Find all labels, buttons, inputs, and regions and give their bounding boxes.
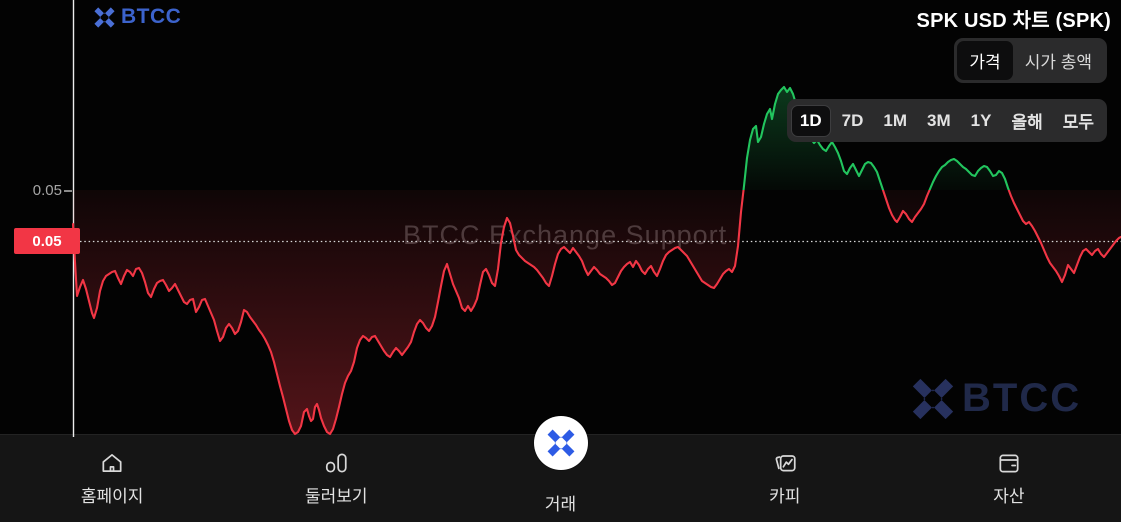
range-toolbar: 1D 7D 1M 3M 1Y 올해 모두 (786, 99, 1107, 142)
range-tab-1M[interactable]: 1M (883, 110, 908, 130)
nav-item-assets[interactable]: 자산 (897, 434, 1121, 521)
nav-item-trade[interactable]: 거래 (448, 416, 672, 521)
nav-label-copy: 카피 (769, 487, 801, 506)
metric-tab-가격[interactable]: 가격 (957, 41, 1013, 80)
explore-icon (326, 453, 347, 473)
home-icon (102, 454, 122, 472)
bottom-nav: 홈페이지 둘러보기 거래 카피 자산 (0, 416, 1121, 521)
price-chart[interactable] (0, 0, 1121, 437)
copy-trade-icon (775, 455, 796, 472)
btcc-logo-text: BTCC (121, 5, 182, 28)
nav-label-explore: 둘러보기 (305, 487, 368, 506)
range-tab-7D[interactable]: 7D (841, 110, 864, 130)
btcc-x-watermark-icon (912, 378, 954, 419)
watermark-logo: BTCC (912, 376, 1081, 421)
y-axis-tick-mark (64, 190, 72, 192)
watermark-logo-text: BTCC (962, 376, 1082, 420)
range-tab-올해[interactable]: 올해 (1011, 113, 1043, 132)
trade-button[interactable] (533, 416, 588, 470)
wallet-icon (999, 454, 1019, 473)
nav-label-assets: 자산 (993, 487, 1025, 506)
range-tab-3M[interactable]: 3M (927, 110, 951, 130)
page-title: SPK USD 차트 (SPK) (916, 10, 1111, 32)
metric-toggle: 가격 시가 총액 (954, 38, 1107, 83)
nav-item-explore[interactable]: 둘러보기 (224, 434, 448, 521)
range-tab-모두[interactable]: 모두 (1062, 113, 1094, 132)
y-axis-tick-label: 0.05 (32, 182, 62, 199)
metric-tab-시가 총액[interactable]: 시가 총액 (1024, 53, 1092, 72)
nav-item-home[interactable]: 홈페이지 (0, 434, 224, 521)
nav-item-copy[interactable]: 카피 (673, 434, 897, 521)
nav-label-home: 홈페이지 (80, 487, 144, 506)
btcc-logo-icon (547, 429, 574, 457)
nav-label-trade: 거래 (544, 495, 577, 514)
btcc-x-icon (94, 6, 115, 28)
btcc-logo[interactable]: BTCC (94, 5, 181, 29)
range-tab-1Y[interactable]: 1Y (970, 110, 992, 130)
range-tab-1D[interactable]: 1D (790, 104, 831, 137)
current-price-badge: 0.05 (14, 228, 80, 254)
watermark-text: BTCC Exchange Support (403, 220, 728, 250)
